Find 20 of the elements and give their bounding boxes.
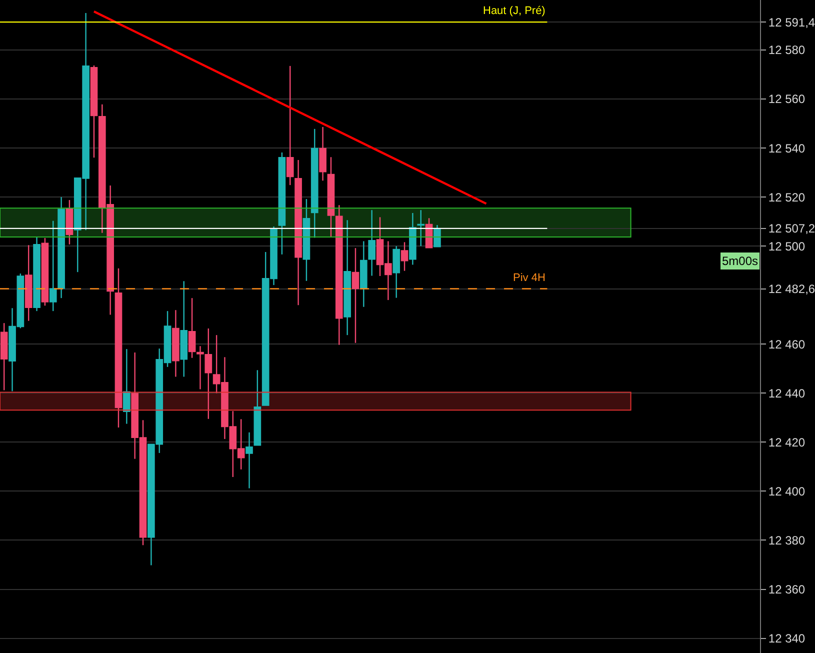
annotation: 5m00s: [722, 254, 758, 268]
candlestick: [180, 280, 188, 378]
y-tick-label: 12 400: [768, 484, 806, 498]
ref-line-label: Piv 4H: [513, 272, 546, 284]
y-tick-label: 12 520: [768, 190, 806, 204]
ref-line-label: Haut (J, Pré): [483, 5, 546, 17]
y-tick-label: 12 440: [768, 386, 806, 400]
y-tick-label: 12 560: [768, 92, 806, 106]
y-tick-label: 12 482,6: [768, 282, 815, 296]
y-tick-label: 12 420: [768, 435, 806, 450]
y-tick-label: 12 360: [768, 582, 806, 596]
y-tick-label: 12 591,4: [768, 15, 815, 30]
y-tick-label: 12 580: [768, 43, 806, 58]
y-tick-label: 12 380: [768, 533, 806, 548]
y-tick-label: 12 340: [768, 631, 806, 646]
y-tick-label: 12 507,2: [768, 222, 815, 236]
candlestick: [0, 322, 8, 391]
y-tick-label: 12 460: [768, 337, 806, 352]
y-tick-label: 12 500: [768, 239, 806, 254]
y-tick-label: 12 540: [768, 141, 806, 156]
